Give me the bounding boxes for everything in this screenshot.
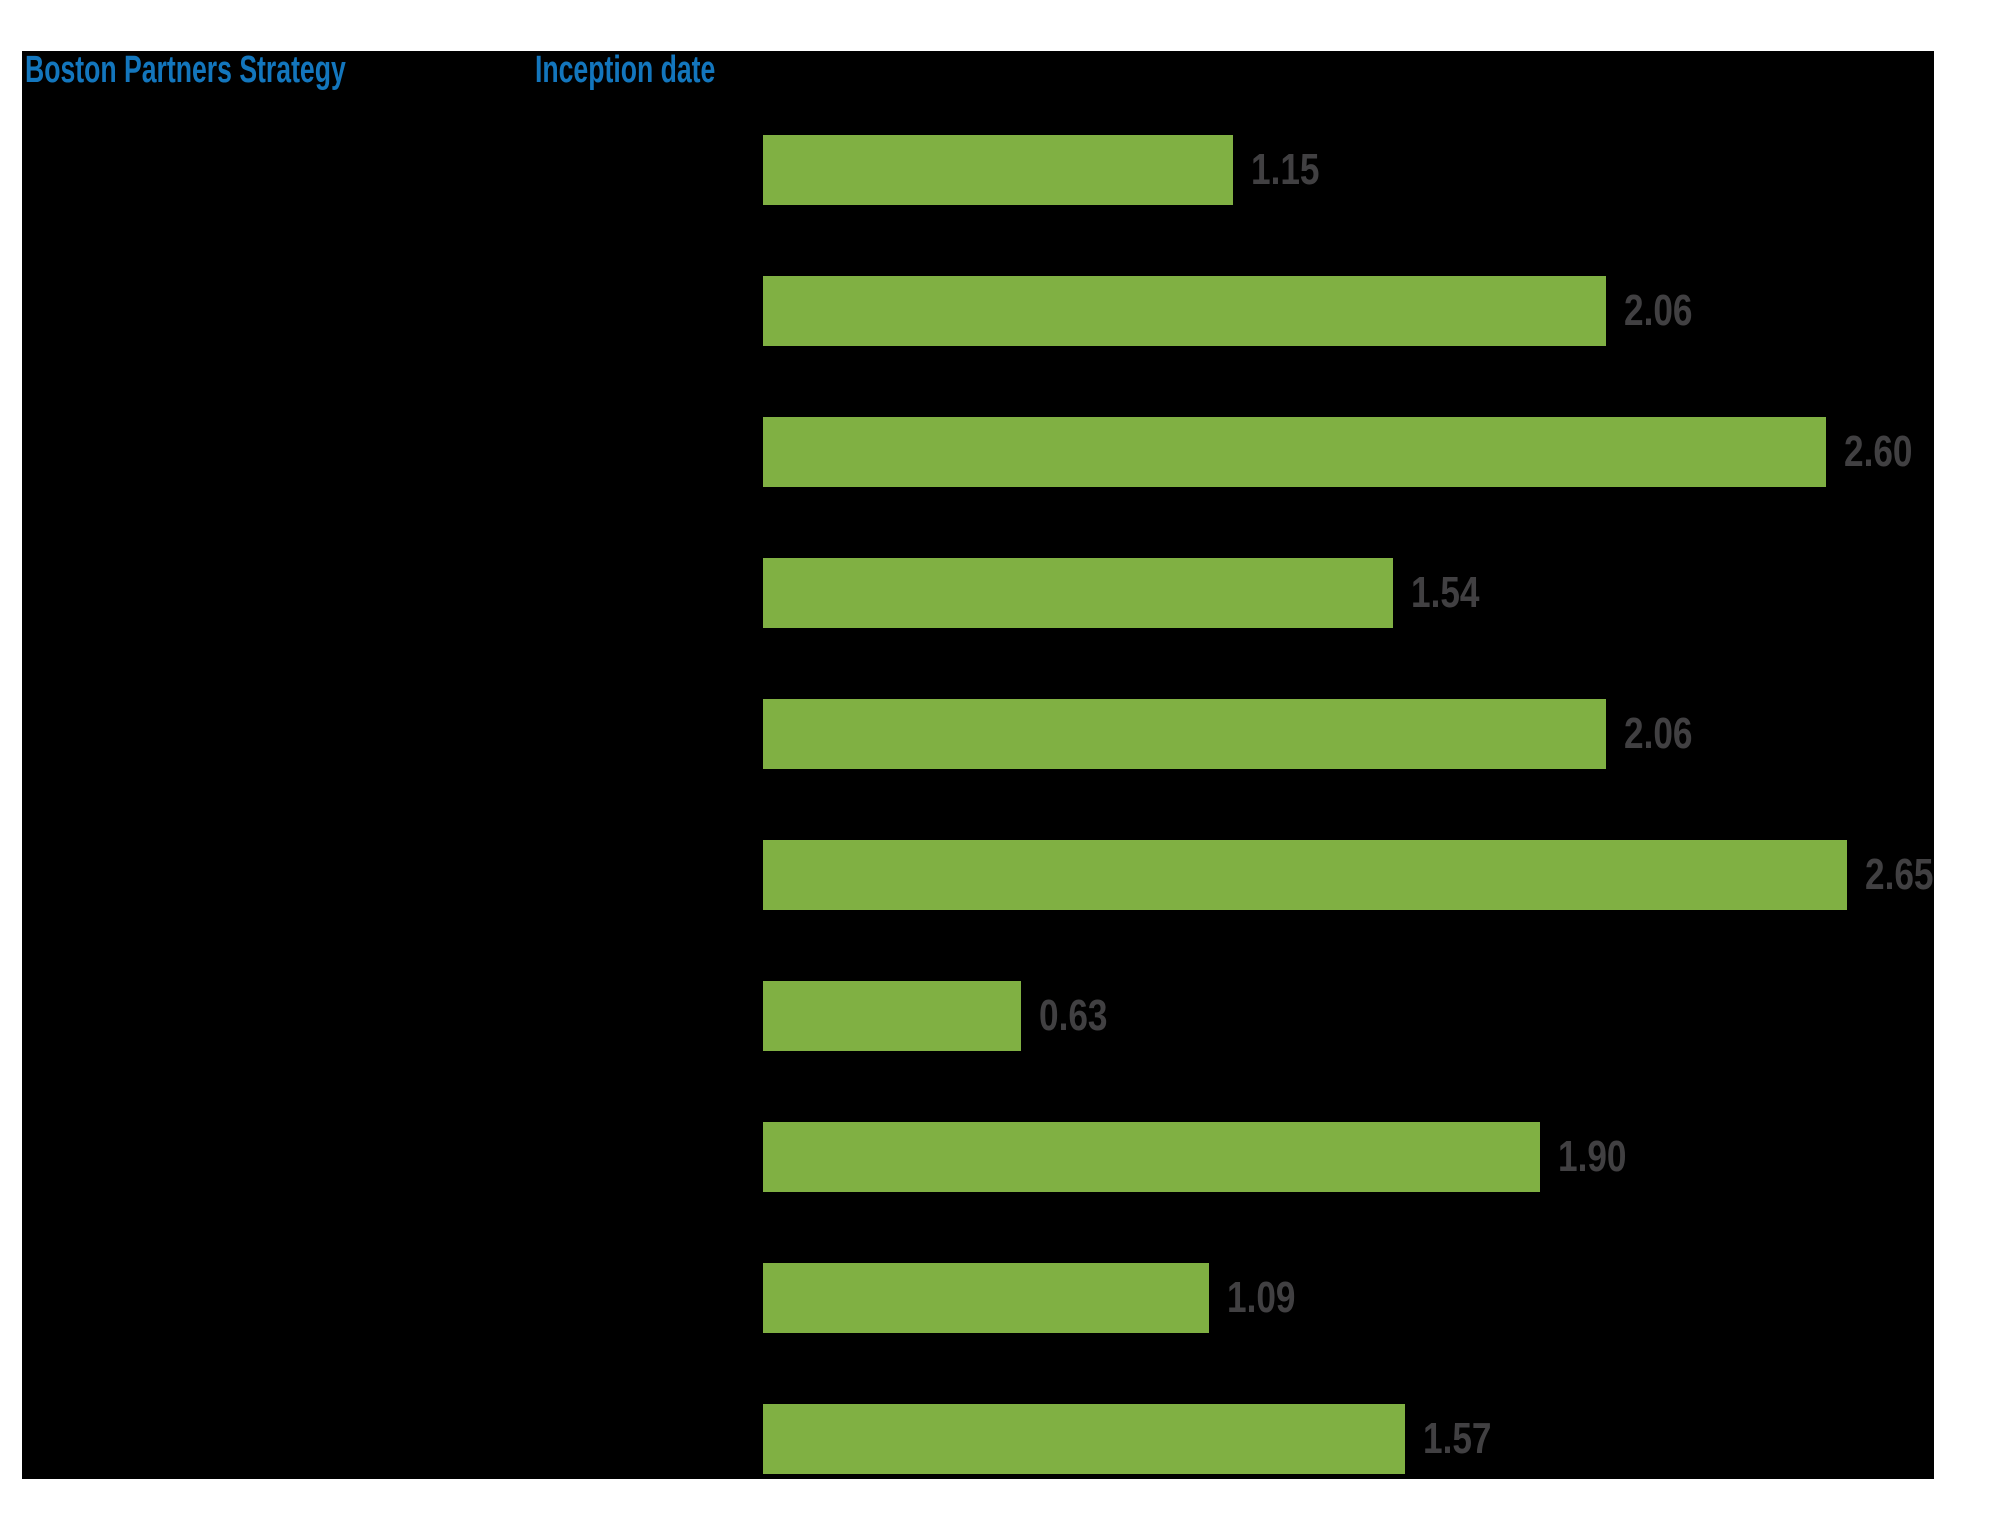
bar-row-9: 1.09	[763, 1263, 1313, 1333]
bar-row-8: 1.90	[763, 1122, 1644, 1192]
bar	[763, 135, 1233, 205]
bar	[763, 276, 1606, 346]
chart-panel: Boston Partners Strategy Inception date …	[22, 51, 1934, 1479]
bar	[763, 1263, 1209, 1333]
bar-row-7: 0.63	[763, 981, 1125, 1051]
bar	[763, 417, 1826, 487]
bar	[763, 1122, 1540, 1192]
bar-value-label: 2.60	[1844, 427, 1913, 476]
bar-value-label: 2.06	[1624, 286, 1693, 335]
bar	[763, 699, 1606, 769]
column-header-inception: Inception date	[535, 49, 716, 91]
bar-value-label: 2.65	[1865, 850, 1934, 899]
bar	[763, 840, 1847, 910]
bar	[763, 558, 1393, 628]
bar	[763, 1404, 1405, 1474]
bar-row-6: 2.65	[763, 840, 1951, 910]
column-header-strategy: Boston Partners Strategy	[25, 49, 346, 91]
bar-row-5: 2.06	[763, 699, 1710, 769]
bar-row-4: 1.54	[763, 558, 1497, 628]
bar-value-label: 1.90	[1558, 1132, 1627, 1181]
bar-row-10: 1.57	[763, 1404, 1509, 1474]
bar	[763, 981, 1021, 1051]
bar-value-label: 1.54	[1411, 568, 1480, 617]
bar-value-label: 1.15	[1251, 145, 1320, 194]
bar-value-label: 1.57	[1423, 1414, 1492, 1463]
bar-value-label: 0.63	[1039, 991, 1108, 1040]
bar-row-2: 2.06	[763, 276, 1710, 346]
bar-value-label: 2.06	[1624, 709, 1693, 758]
bar-row-1: 1.15	[763, 135, 1337, 205]
bar-value-label: 1.09	[1227, 1273, 1296, 1322]
bar-row-3: 2.60	[763, 417, 1930, 487]
